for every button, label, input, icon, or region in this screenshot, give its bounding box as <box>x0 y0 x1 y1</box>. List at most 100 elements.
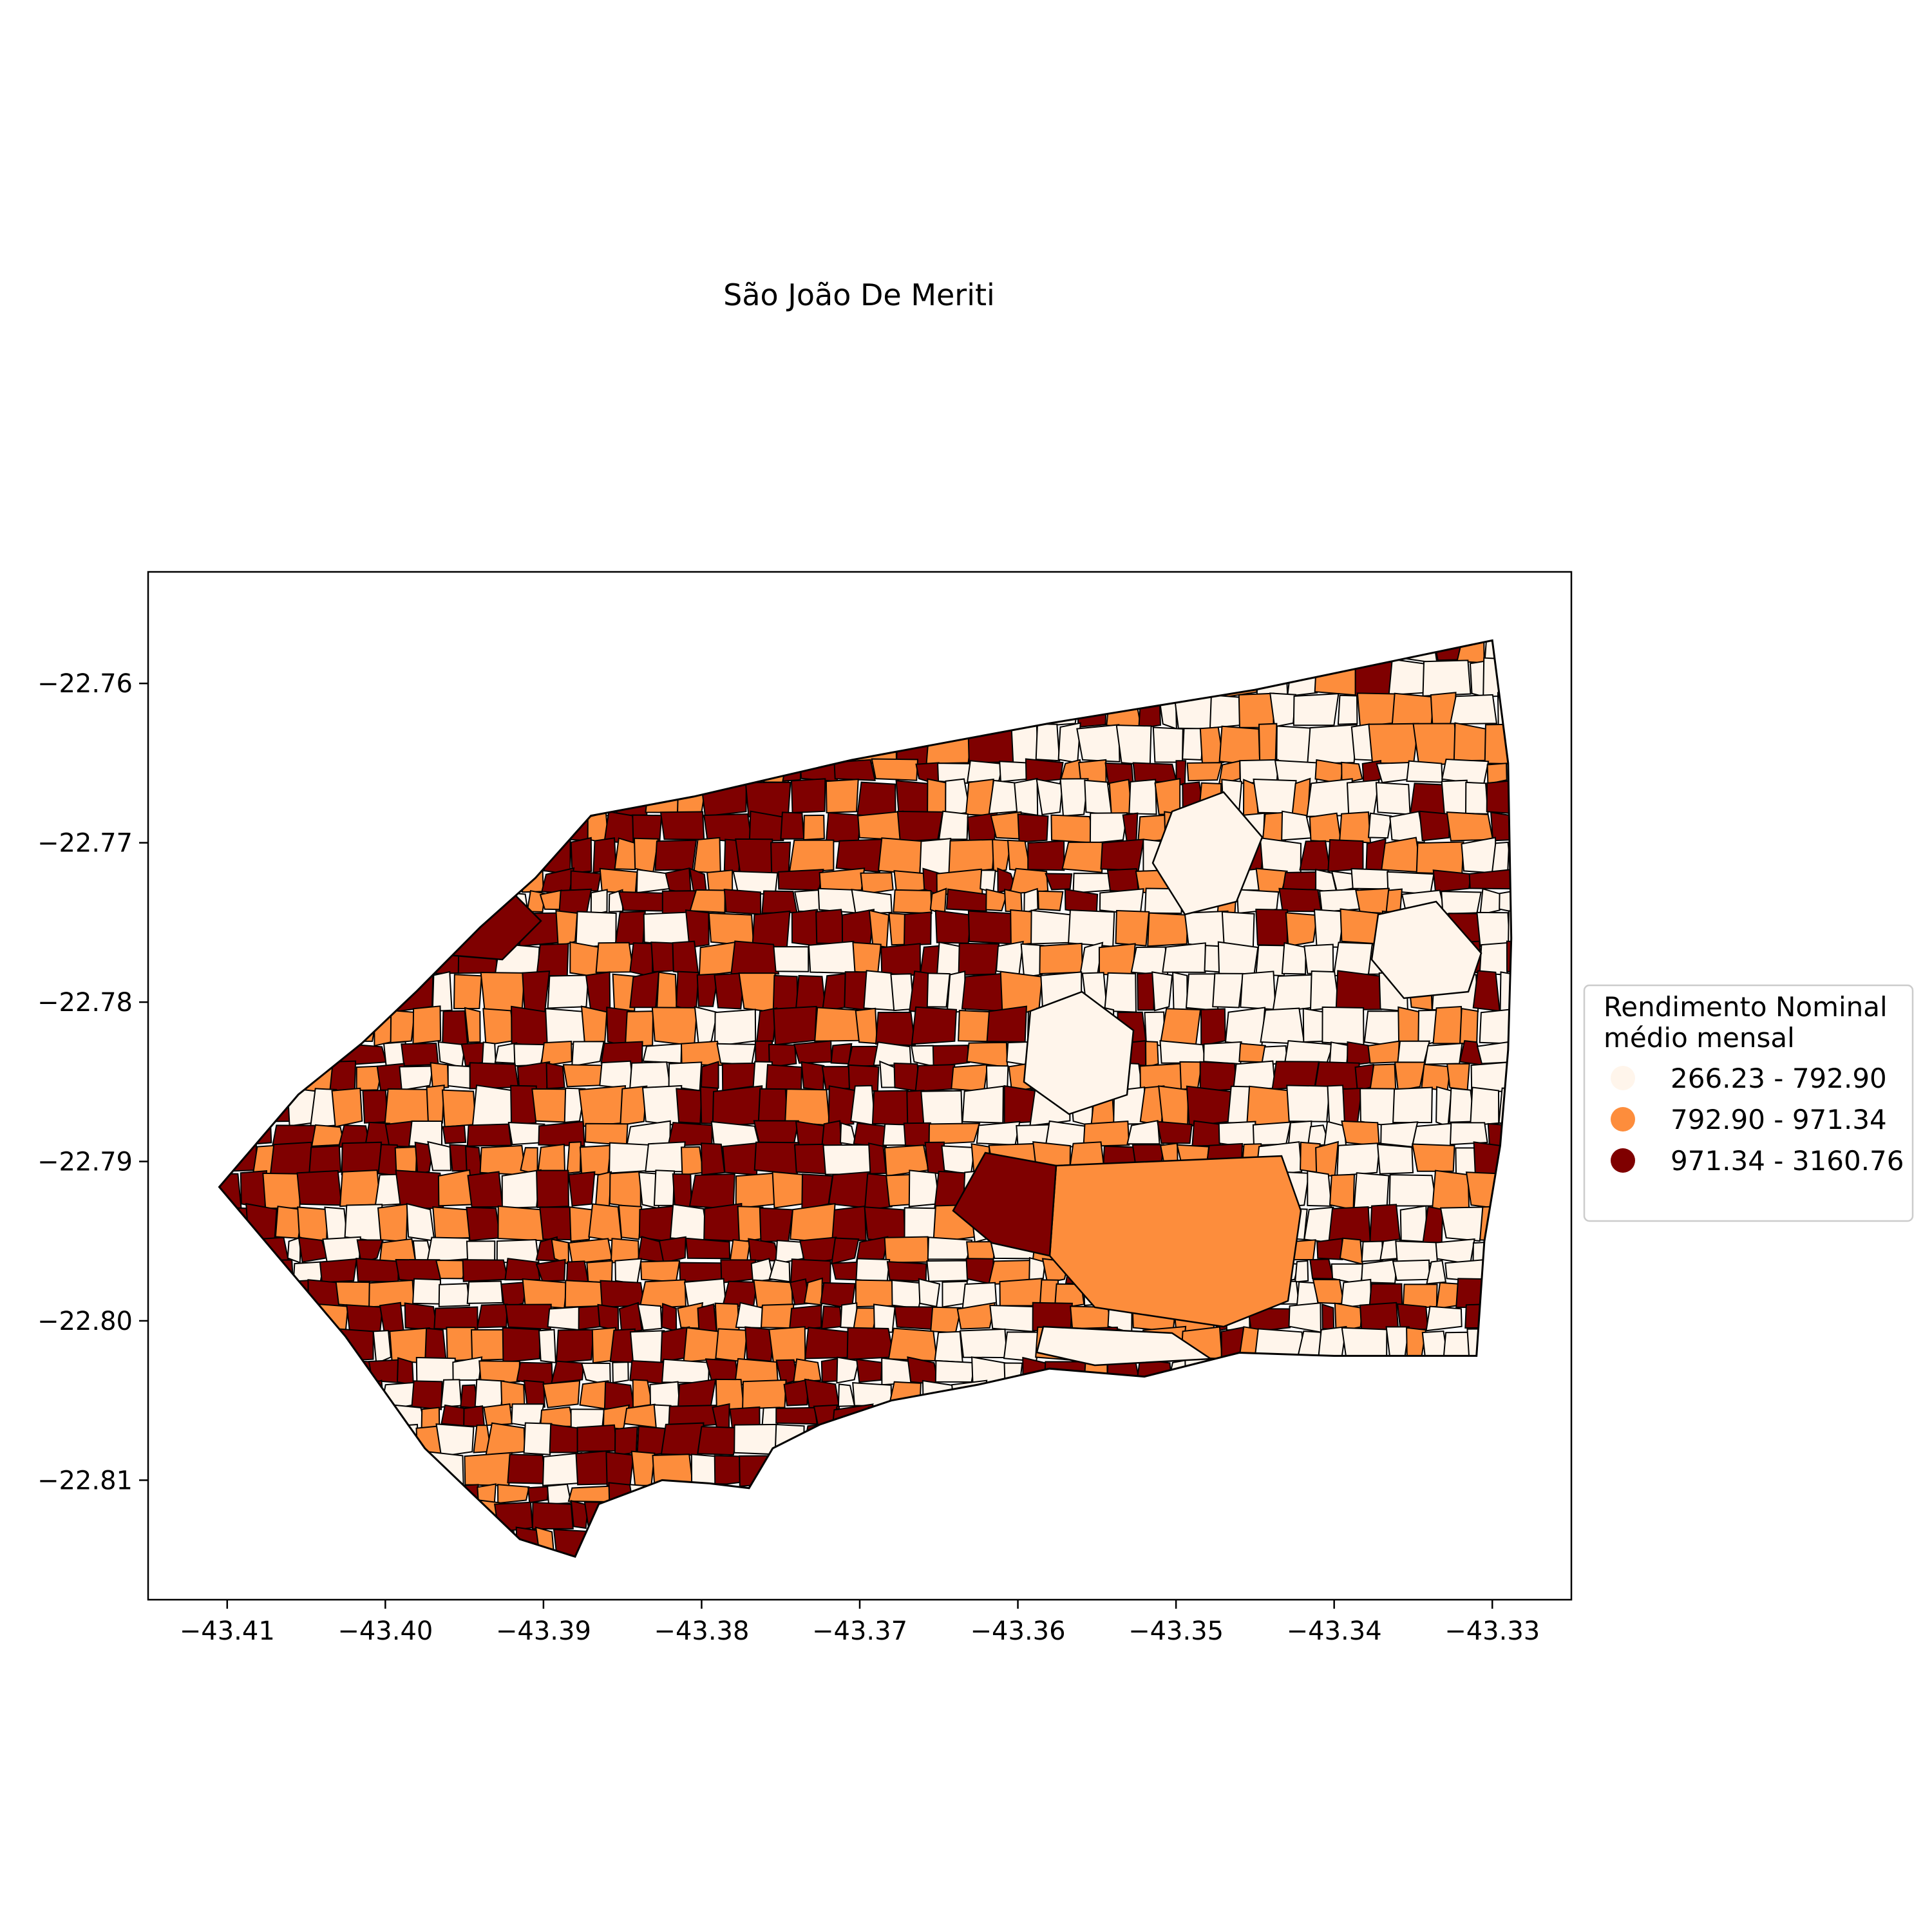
census-tract <box>1369 1204 1401 1244</box>
census-tract <box>609 1171 641 1209</box>
census-tract <box>645 1141 686 1173</box>
census-tract <box>934 1359 976 1383</box>
census-tract <box>612 1361 629 1384</box>
census-tract <box>483 1403 513 1426</box>
census-tract <box>578 1085 627 1127</box>
census-tract <box>427 1141 452 1171</box>
census-tract <box>765 1064 802 1091</box>
census-tract <box>720 1259 757 1284</box>
census-tract <box>438 1283 471 1307</box>
legend-marker-mid <box>1611 1107 1635 1132</box>
census-tract <box>523 1422 553 1455</box>
census-tract <box>536 1170 569 1209</box>
census-tract <box>308 1145 342 1177</box>
census-tract <box>511 1005 551 1047</box>
census-tract <box>814 1007 862 1042</box>
census-tract <box>1035 723 1061 762</box>
census-tract <box>599 1060 634 1090</box>
census-tract <box>956 1302 996 1330</box>
census-tract <box>523 1379 545 1408</box>
census-tract <box>531 1501 574 1530</box>
census-tract <box>1100 838 1144 871</box>
census-tract <box>1385 1326 1410 1361</box>
census-tract <box>738 972 776 1013</box>
census-tract <box>1253 778 1297 814</box>
census-tract <box>999 761 1030 782</box>
census-tract <box>592 837 617 873</box>
census-tract <box>1281 810 1312 841</box>
census-tract <box>1218 725 1261 766</box>
census-tract <box>1389 811 1426 844</box>
census-tract <box>760 1303 795 1329</box>
x-tick-label: −43.41 <box>180 1616 275 1646</box>
census-tract <box>1039 942 1083 975</box>
census-tract <box>952 1151 1057 1257</box>
legend-marker-high <box>1611 1148 1635 1173</box>
census-tract <box>932 1045 971 1068</box>
census-tract <box>1315 1141 1340 1177</box>
census-tract <box>855 1007 878 1045</box>
legend-title-line2: médio mensal <box>1604 1022 1795 1054</box>
census-tract <box>1424 1043 1463 1065</box>
census-tract <box>1479 887 1502 916</box>
census-tract <box>1369 1063 1397 1092</box>
census-tract <box>857 810 904 841</box>
census-tract <box>1027 840 1065 871</box>
census-tract <box>941 1145 976 1175</box>
census-tract <box>485 1422 526 1457</box>
census-tract <box>1350 867 1392 890</box>
census-tract <box>639 1260 681 1283</box>
census-tract <box>1499 888 1511 916</box>
census-tract <box>1307 724 1358 764</box>
census-tract <box>825 811 862 843</box>
census-tract <box>853 1122 887 1148</box>
census-tract <box>1260 1007 1305 1045</box>
x-tick-label: −43.40 <box>337 1616 433 1646</box>
census-tract <box>547 974 589 1009</box>
census-tract <box>379 1302 405 1334</box>
census-tract <box>1152 726 1184 763</box>
census-tract <box>752 910 791 948</box>
census-tract <box>721 1062 757 1092</box>
census-tract <box>555 909 578 947</box>
census-tract <box>440 1379 462 1408</box>
census-tract <box>522 1278 568 1309</box>
census-tract <box>1151 791 1264 916</box>
census-tract <box>1409 782 1446 816</box>
census-tract <box>1479 942 1509 976</box>
census-tract <box>1061 841 1103 873</box>
census-tract <box>504 1303 552 1331</box>
census-tract <box>1419 810 1450 842</box>
census-tract <box>1353 1172 1390 1210</box>
census-tract <box>918 1278 941 1308</box>
census-tract <box>1182 728 1205 761</box>
census-tract <box>1336 1142 1381 1177</box>
census-tract <box>658 1236 687 1264</box>
census-tract <box>773 1005 817 1046</box>
census-tract <box>1030 909 1073 945</box>
census-tract <box>570 837 592 874</box>
census-tract <box>1472 970 1501 1012</box>
census-tract <box>433 1306 478 1331</box>
census-tract <box>614 1258 643 1285</box>
census-tract <box>594 1171 612 1209</box>
census-tract <box>1476 911 1511 947</box>
census-tract <box>693 837 721 874</box>
census-tract <box>453 974 482 1010</box>
census-tract <box>1246 1085 1291 1126</box>
census-tract <box>685 909 710 949</box>
census-tract <box>1486 762 1508 785</box>
census-tract <box>1084 779 1113 816</box>
census-tract <box>723 889 762 915</box>
census-tract <box>1411 1143 1455 1172</box>
census-tract <box>793 1143 829 1175</box>
census-tract <box>775 1406 818 1425</box>
census-tract <box>1108 779 1133 818</box>
census-tract <box>1339 811 1372 844</box>
y-axis: −22.76 −22.77 −22.78 −22.79 −22.80 −22.81 <box>37 669 148 1495</box>
census-tract <box>871 758 919 781</box>
census-tract <box>1426 1260 1447 1285</box>
census-tract <box>894 1305 938 1331</box>
census-tract <box>463 1405 486 1428</box>
census-tract <box>1340 1278 1372 1309</box>
